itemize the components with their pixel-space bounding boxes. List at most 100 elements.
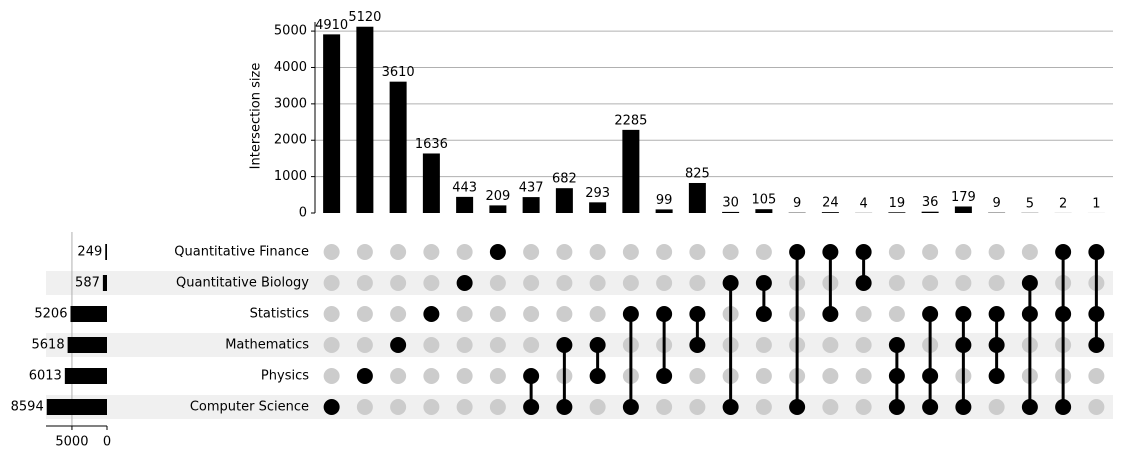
matrix-dot-active — [1088, 244, 1105, 260]
set-size-label: 8594 — [11, 400, 44, 415]
matrix-dot-inactive — [988, 399, 1005, 415]
set-size-bar — [102, 275, 107, 291]
matrix-dot-inactive — [988, 244, 1005, 260]
bar-label: 9 — [992, 196, 1000, 211]
row-band — [46, 333, 1113, 357]
matrix-dot-inactive — [423, 275, 440, 291]
matrix-dot-inactive — [556, 306, 573, 322]
matrix-dot-active — [689, 306, 706, 322]
y-axis-label: Intersection size — [249, 63, 264, 170]
matrix-dot-inactive — [755, 368, 772, 384]
bar-label: 4 — [859, 196, 867, 211]
matrix-dot-active — [1088, 306, 1105, 322]
matrix-dot-active — [622, 399, 639, 415]
bar-label: 293 — [585, 186, 610, 201]
matrix-dot-active — [456, 275, 473, 291]
matrix-dot-inactive — [822, 337, 839, 353]
matrix-dot-inactive — [489, 337, 506, 353]
matrix-dot-inactive — [955, 275, 972, 291]
bar-label: 1 — [1092, 196, 1100, 211]
y-tick-label: 1000 — [274, 169, 307, 184]
matrix-dot-active — [988, 337, 1005, 353]
bar-label: 2285 — [614, 113, 647, 128]
bar — [389, 81, 407, 213]
matrix-dot-active — [656, 368, 673, 384]
bar — [921, 211, 939, 213]
matrix-dot-active — [656, 306, 673, 322]
bar — [755, 209, 773, 213]
matrix-dot-inactive — [922, 275, 939, 291]
matrix-dot-inactive — [888, 275, 905, 291]
bar — [688, 182, 706, 213]
matrix-dot-inactive — [423, 337, 440, 353]
bar — [655, 209, 673, 213]
matrix-dot-active — [556, 337, 573, 353]
bar — [555, 188, 573, 213]
set-label: Mathematics — [225, 338, 309, 353]
matrix-dot-inactive — [656, 399, 673, 415]
matrix-dot-inactive — [523, 244, 540, 260]
matrix-dot-inactive — [988, 275, 1005, 291]
bar — [356, 26, 374, 214]
matrix-dot-active — [1021, 306, 1038, 322]
matrix-dot-active — [722, 275, 739, 291]
matrix-dot-inactive — [323, 337, 340, 353]
y-tick-label: 2000 — [274, 133, 307, 148]
matrix-dot-inactive — [822, 368, 839, 384]
matrix-dot-inactive — [390, 368, 407, 384]
set-size-bar — [46, 399, 107, 415]
set-size-bar — [105, 244, 107, 260]
bar-label: 9 — [793, 196, 801, 211]
bar-label: 437 — [519, 181, 544, 196]
matrix-dot-inactive — [423, 244, 440, 260]
set-label: Quantitative Finance — [174, 245, 309, 260]
matrix-dot-inactive — [456, 306, 473, 322]
set-size-label: 6013 — [29, 369, 62, 384]
matrix-dot-inactive — [523, 275, 540, 291]
matrix-dot-active — [789, 399, 806, 415]
matrix-dot-active — [789, 244, 806, 260]
matrix-dot-inactive — [855, 399, 872, 415]
set-size-label: 249 — [77, 245, 102, 260]
matrix-dot-inactive — [822, 399, 839, 415]
set-label: Physics — [261, 369, 309, 384]
matrix-dot-inactive — [423, 368, 440, 384]
matrix-dot-active — [1055, 399, 1072, 415]
bar-label: 3610 — [382, 65, 415, 80]
bar — [622, 129, 640, 213]
matrix-dot-active — [523, 399, 540, 415]
matrix-dot-inactive — [556, 275, 573, 291]
matrix-dot-inactive — [523, 306, 540, 322]
matrix-dot-inactive — [323, 244, 340, 260]
matrix-dot-active — [489, 244, 506, 260]
bar — [722, 211, 740, 213]
y-tick-label: 5000 — [274, 24, 307, 39]
set-label: Computer Science — [190, 400, 309, 415]
matrix-dot-inactive — [356, 244, 373, 260]
matrix-dot-inactive — [356, 399, 373, 415]
matrix-dot-active — [955, 306, 972, 322]
matrix-dot-inactive — [323, 275, 340, 291]
bar-label: 825 — [685, 166, 710, 181]
bar-label: 5 — [1026, 196, 1034, 211]
matrix-dot-inactive — [1088, 399, 1105, 415]
bar — [522, 197, 540, 213]
matrix-dot-inactive — [922, 244, 939, 260]
bar-label: 209 — [485, 189, 510, 204]
matrix-dot-inactive — [855, 368, 872, 384]
set-size-label: 5206 — [34, 307, 67, 322]
matrix-dot-active — [822, 306, 839, 322]
matrix-dot-active — [922, 306, 939, 322]
matrix-dot-inactive — [689, 275, 706, 291]
matrix-dot-active — [356, 368, 373, 384]
matrix-dot-active — [423, 306, 440, 322]
matrix-dot-active — [955, 399, 972, 415]
matrix-dot-active — [855, 244, 872, 260]
matrix-dot-active — [855, 275, 872, 291]
matrix-dot-inactive — [888, 244, 905, 260]
matrix-dot-inactive — [456, 399, 473, 415]
matrix-dot-inactive — [390, 306, 407, 322]
matrix-dot-active — [922, 399, 939, 415]
matrix-dot-inactive — [489, 368, 506, 384]
bar — [888, 212, 906, 213]
